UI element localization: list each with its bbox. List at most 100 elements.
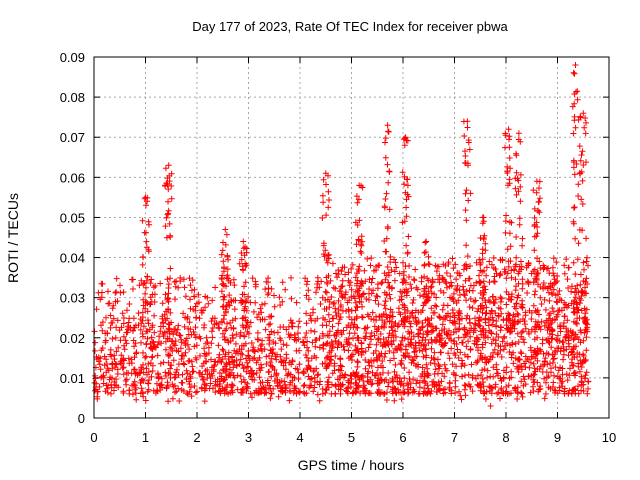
- y-tick-label: 0: [78, 411, 85, 426]
- data-point: [469, 374, 476, 381]
- data-point: [534, 350, 541, 357]
- data-point: [543, 379, 549, 386]
- data-point: [281, 378, 288, 385]
- data-point: [480, 379, 487, 386]
- data-point: [114, 366, 121, 373]
- data-point: [184, 370, 191, 377]
- data-point: [261, 346, 268, 353]
- data-point: [143, 244, 150, 251]
- data-point: [515, 339, 522, 345]
- data-point: [336, 375, 343, 381]
- data-point: [376, 313, 383, 320]
- data-point: [365, 344, 372, 351]
- data-point: [461, 133, 468, 139]
- data-point: [143, 365, 150, 372]
- data-point: [506, 155, 513, 161]
- data-point: [488, 390, 495, 397]
- data-point: [113, 382, 120, 389]
- data-point: [580, 381, 587, 388]
- data-point: [545, 289, 552, 296]
- data-point: [479, 256, 486, 263]
- data-point: [448, 345, 455, 352]
- data-point: [386, 291, 393, 298]
- data-point: [221, 336, 228, 343]
- data-point: [117, 358, 124, 365]
- data-point: [583, 119, 589, 126]
- data-point: [98, 322, 104, 329]
- data-point: [113, 288, 120, 295]
- data-point: [303, 310, 310, 317]
- data-point: [576, 368, 583, 375]
- data-point: [143, 284, 149, 291]
- data-point: [553, 336, 560, 343]
- data-point: [352, 342, 359, 349]
- data-point: [320, 176, 327, 183]
- data-point: [358, 250, 365, 256]
- data-point: [551, 372, 557, 379]
- data-point: [221, 265, 227, 272]
- data-point: [300, 369, 307, 376]
- data-point: [495, 304, 502, 311]
- data-point: [390, 313, 396, 320]
- data-point: [540, 362, 547, 369]
- data-point: [450, 296, 457, 303]
- data-point: [163, 385, 170, 392]
- data-point: [585, 262, 591, 269]
- data-point: [99, 280, 106, 287]
- data-point: [410, 357, 417, 364]
- data-point: [320, 342, 326, 349]
- data-point: [463, 261, 469, 268]
- data-point: [541, 322, 548, 329]
- data-point: [515, 177, 522, 184]
- data-point: [571, 171, 578, 178]
- data-point: [117, 282, 123, 289]
- data-point: [101, 353, 108, 360]
- data-point: [249, 376, 256, 383]
- data-point: [230, 325, 237, 332]
- data-point: [410, 276, 417, 283]
- data-point: [450, 290, 457, 297]
- data-point: [167, 265, 174, 272]
- data-point: [251, 355, 258, 361]
- data-point: [513, 191, 520, 198]
- data-point: [200, 376, 207, 383]
- data-point: [571, 70, 578, 77]
- data-point: [164, 379, 171, 386]
- data-point: [463, 242, 470, 249]
- data-point: [203, 334, 210, 341]
- plot-frame: [93, 56, 610, 419]
- data-point: [418, 342, 425, 349]
- data-point: [169, 395, 176, 402]
- data-point: [429, 276, 436, 283]
- data-point: [551, 276, 558, 283]
- data-point: [329, 323, 336, 330]
- data-point: [184, 390, 190, 396]
- data-point: [162, 165, 169, 172]
- data-point: [337, 355, 344, 362]
- data-point: [416, 384, 423, 391]
- data-point: [99, 289, 105, 296]
- data-point: [380, 364, 386, 371]
- data-point: [448, 279, 454, 286]
- data-point: [255, 347, 262, 353]
- data-point: [476, 278, 483, 285]
- data-point: [250, 308, 257, 315]
- data-point: [225, 256, 232, 263]
- data-point: [351, 316, 358, 323]
- data-point: [419, 324, 426, 331]
- data-point: [259, 301, 265, 308]
- data-point: [580, 337, 587, 344]
- data-point: [278, 346, 285, 353]
- data-point: [445, 259, 452, 266]
- data-point: [244, 364, 251, 371]
- data-point: [338, 382, 345, 389]
- data-point: [167, 275, 174, 282]
- data-point: [500, 346, 507, 353]
- data-point: [446, 384, 453, 391]
- chart-title: Day 177 of 2023, Rate Of TEC Index for r…: [192, 19, 508, 34]
- data-point: [428, 354, 435, 361]
- data-point: [451, 314, 458, 321]
- data-point: [565, 337, 572, 344]
- data-point: [300, 383, 307, 389]
- data-point: [407, 380, 414, 387]
